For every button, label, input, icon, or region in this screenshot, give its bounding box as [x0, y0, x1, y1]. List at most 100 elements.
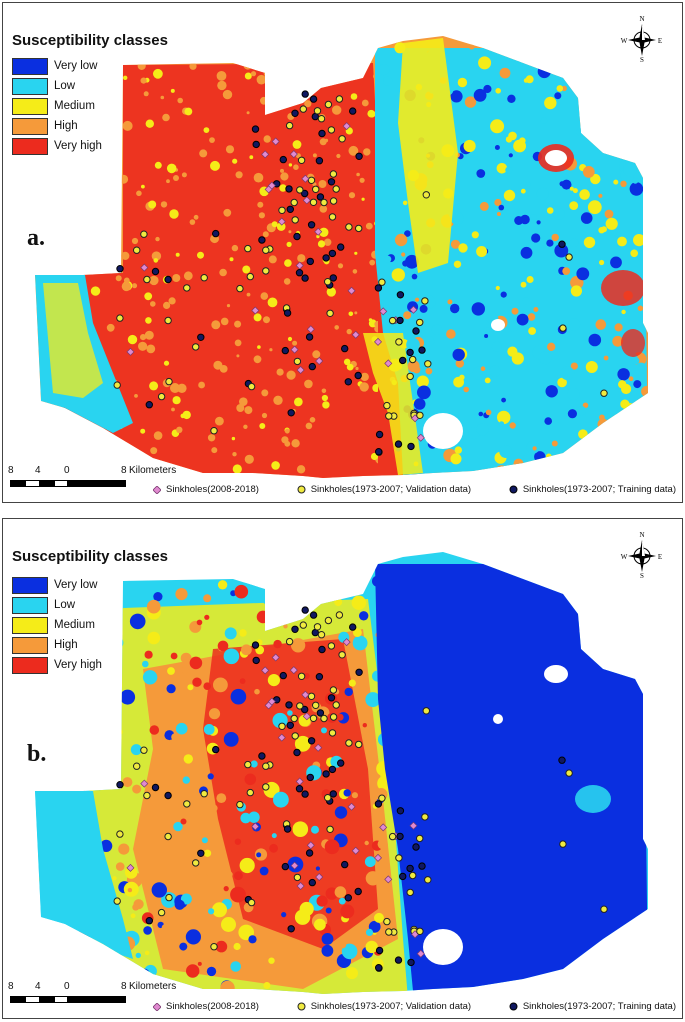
raster-texture [527, 313, 536, 321]
sinkhole-validation-marker [416, 318, 424, 327]
raster-texture [241, 644, 252, 656]
sinkhole-training-marker [375, 430, 384, 439]
raster-texture [94, 967, 104, 976]
sinkhole-training-marker [354, 371, 362, 380]
scale-segment [40, 480, 54, 487]
sinkhole-validation-marker [416, 411, 424, 419]
raster-texture [263, 135, 271, 143]
sinkhole-training-marker [412, 843, 420, 851]
raster-texture [642, 80, 648, 86]
sinkhole-validation-marker [262, 246, 270, 254]
raster-texture [184, 107, 193, 116]
raster-texture [115, 159, 122, 166]
panel-label-b: b. [27, 741, 47, 767]
sinkhole-validation-marker [335, 611, 344, 619]
sinkhole-validation-marker [210, 943, 218, 951]
raster-texture [246, 111, 250, 115]
sinkhole-2008-2018-marker [126, 863, 135, 872]
raster-texture [233, 942, 241, 951]
sinkhole-validation-marker [113, 381, 121, 389]
raster-texture [115, 275, 122, 282]
raster-texture [403, 311, 412, 320]
sinkhole-validation-marker [565, 253, 573, 261]
raster-texture [281, 436, 289, 444]
raster-texture [147, 631, 161, 645]
raster-texture [123, 75, 128, 81]
sinkhole-training-marker [399, 356, 407, 365]
raster-texture [102, 225, 109, 232]
raster-texture [637, 305, 644, 312]
sinkhole-validation-marker [312, 185, 320, 194]
raster-texture [457, 77, 468, 88]
raster-texture [508, 153, 513, 158]
raster-texture [145, 317, 152, 324]
raster-texture [175, 722, 188, 735]
raster-texture [569, 238, 579, 248]
sinkhole-validation-marker [416, 927, 424, 935]
raster-texture [584, 56, 595, 67]
raster-texture [499, 445, 513, 458]
sinkhole-training-marker [295, 785, 304, 793]
raster-texture [507, 94, 516, 104]
sinkhole-training-marker [315, 673, 324, 681]
raster-texture [312, 350, 321, 359]
sinkhole-validation-marker [424, 360, 432, 368]
sinkhole-validation-marker [385, 928, 393, 936]
raster-texture [213, 236, 218, 240]
raster-texture [268, 957, 275, 964]
raster-texture [256, 852, 262, 858]
raster-texture [269, 843, 278, 853]
raster-texture [134, 394, 138, 398]
raster-texture [142, 660, 149, 668]
swatch-very-high [12, 656, 48, 674]
sinkhole-training-marker [285, 185, 293, 193]
raster-texture [551, 233, 559, 242]
raster-texture [296, 465, 306, 474]
sinkhole-training-marker [399, 872, 407, 881]
raster-texture [571, 62, 584, 76]
raster-texture [605, 217, 618, 230]
sinkhole-points-b [113, 606, 608, 972]
raster-texture [315, 866, 320, 871]
sinkhole-validation-marker [409, 355, 417, 364]
raster-texture [567, 318, 581, 331]
raster-texture [259, 423, 266, 429]
raster-texture [71, 718, 77, 724]
sinkhole-training-marker [344, 378, 352, 386]
raster-texture [240, 812, 251, 824]
raster-texture [291, 439, 300, 448]
raster-texture [303, 66, 313, 77]
sinkhole-2008-2018-marker [306, 325, 315, 334]
point-legend-item: Sinkholes(1973-2007; Training data) [509, 484, 676, 495]
raster-texture [411, 273, 418, 280]
sinkhole-training-marker [337, 243, 345, 251]
raster-texture [95, 171, 101, 177]
raster-texture [417, 385, 431, 400]
raster-texture [107, 192, 115, 201]
sinkhole-training-marker [316, 709, 325, 717]
sinkhole-2008-2018-marker [314, 743, 323, 752]
raster-texture [211, 320, 221, 330]
raster-texture [355, 366, 359, 371]
raster-texture [140, 428, 146, 434]
sinkhole-validation-marker [309, 198, 318, 207]
raster-texture [596, 129, 610, 143]
sinkhole-validation-marker [422, 707, 430, 715]
raster-texture [536, 220, 541, 225]
raster-texture [207, 773, 214, 780]
raster-texture [286, 241, 292, 247]
raster-texture [561, 179, 572, 190]
raster-texture [253, 355, 262, 364]
raster-texture [503, 189, 516, 202]
raster-texture [263, 70, 270, 77]
south-label: S [640, 572, 644, 579]
scale-units: Kilometers [129, 981, 177, 992]
sinkhole-validation-marker [299, 105, 307, 113]
raster-texture [499, 67, 511, 79]
raster-texture [598, 227, 605, 234]
raster-texture [173, 175, 179, 181]
sinkhole-training-marker [355, 668, 363, 677]
sinkhole-validation-marker [165, 377, 173, 386]
raster-texture [127, 887, 133, 893]
sinkhole-validation-marker [338, 135, 346, 143]
